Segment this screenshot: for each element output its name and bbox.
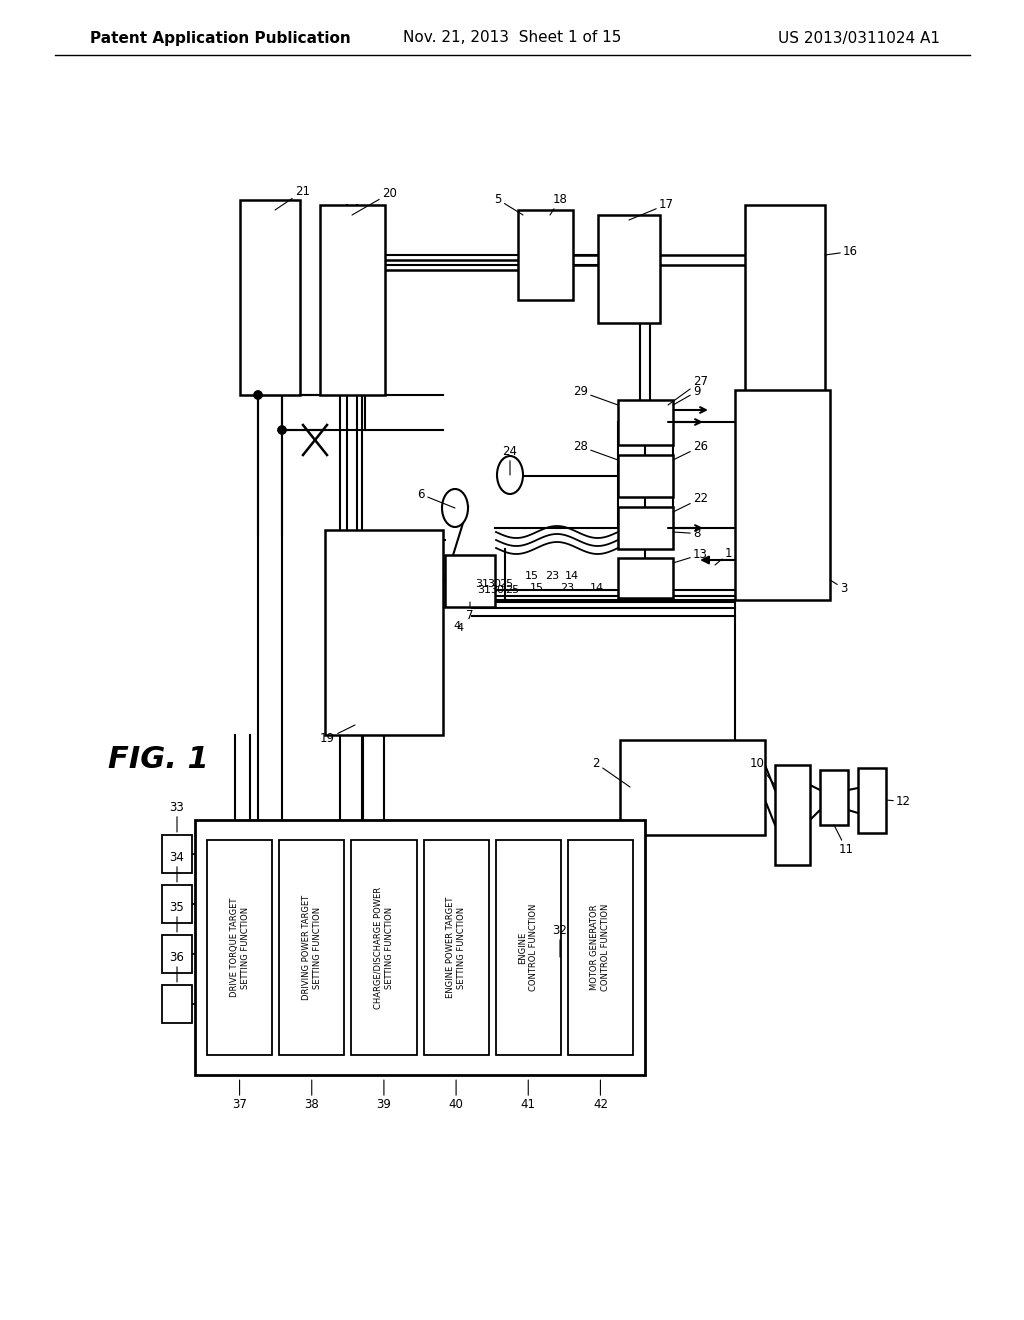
Text: 40: 40 [449,1080,464,1111]
Text: 16: 16 [825,246,858,257]
Polygon shape [240,201,300,395]
Text: CHARGE/DISCHARGE POWER
SETTING FUNCTION: CHARGE/DISCHARGE POWER SETTING FUNCTION [374,887,394,1008]
Text: 23: 23 [545,572,559,581]
Polygon shape [568,840,633,1055]
Text: 20: 20 [352,187,397,215]
Polygon shape [162,935,193,973]
Polygon shape [325,531,443,735]
Circle shape [278,426,286,434]
Polygon shape [775,766,810,865]
Polygon shape [618,455,673,498]
Text: 25: 25 [505,585,519,595]
Text: 3: 3 [830,579,848,595]
Polygon shape [518,210,573,300]
Text: 31: 31 [475,579,489,589]
Text: ENGINE POWER TARGET
SETTING FUNCTION: ENGINE POWER TARGET SETTING FUNCTION [446,896,466,998]
Text: 35: 35 [170,902,184,932]
Text: DRIVE TORQUE TARGET
SETTING FUNCTION: DRIVE TORQUE TARGET SETTING FUNCTION [229,898,250,997]
Polygon shape [445,554,495,607]
Text: 24: 24 [503,445,517,475]
Text: 36: 36 [170,950,184,982]
Text: 1: 1 [715,546,732,565]
Text: 39: 39 [377,1080,391,1111]
Text: 21: 21 [275,185,310,210]
Polygon shape [618,400,673,445]
Text: 2: 2 [593,756,630,787]
Ellipse shape [497,455,523,494]
Polygon shape [598,215,660,323]
Text: US 2013/0311024 A1: US 2013/0311024 A1 [778,30,940,45]
Text: 27: 27 [668,375,708,405]
Text: 12: 12 [886,795,911,808]
Polygon shape [162,884,193,923]
Text: 6: 6 [418,488,455,508]
Text: 15: 15 [530,583,544,593]
Text: 14: 14 [565,572,579,581]
Text: FIG. 1: FIG. 1 [108,746,209,775]
Circle shape [278,426,286,434]
Text: 4: 4 [454,620,461,631]
Text: 23: 23 [560,583,574,593]
Polygon shape [280,840,344,1055]
Text: 18: 18 [550,193,567,215]
Text: 25: 25 [499,579,513,589]
Text: 7: 7 [466,602,474,622]
Ellipse shape [442,488,468,527]
Text: Nov. 21, 2013  Sheet 1 of 15: Nov. 21, 2013 Sheet 1 of 15 [402,30,622,45]
Polygon shape [207,840,272,1055]
Circle shape [254,391,262,399]
Polygon shape [858,768,886,833]
Text: ENGINE
CONTROL FUNCTION: ENGINE CONTROL FUNCTION [518,904,539,991]
Polygon shape [351,840,417,1055]
Polygon shape [162,985,193,1023]
Text: 30: 30 [487,579,501,589]
Polygon shape [745,205,825,395]
Polygon shape [162,836,193,873]
Polygon shape [496,840,561,1055]
Text: 13: 13 [673,548,708,564]
Text: Patent Application Publication: Patent Application Publication [90,30,351,45]
Text: 41: 41 [521,1080,536,1111]
Text: MOTOR GENERATOR
CONTROL FUNCTION: MOTOR GENERATOR CONTROL FUNCTION [591,904,610,991]
Text: 37: 37 [232,1080,247,1111]
Text: 26: 26 [673,440,708,459]
Polygon shape [735,389,830,601]
Polygon shape [820,770,848,825]
Text: 38: 38 [304,1080,319,1111]
Text: 33: 33 [170,801,184,832]
Polygon shape [195,820,645,1074]
Text: 42: 42 [593,1080,608,1111]
Circle shape [254,391,262,399]
Text: 4: 4 [457,623,464,634]
Polygon shape [618,507,673,549]
Text: 9: 9 [673,385,700,405]
Text: 8: 8 [673,527,700,540]
Text: 30: 30 [490,585,504,595]
Text: 11: 11 [834,825,854,855]
Text: 22: 22 [673,492,708,512]
Text: 17: 17 [629,198,674,220]
Polygon shape [424,840,488,1055]
Polygon shape [319,205,385,395]
Text: 10: 10 [751,756,775,785]
Text: 14: 14 [590,583,604,593]
Text: 5: 5 [495,193,523,215]
Text: 31: 31 [477,585,490,595]
Polygon shape [618,558,673,598]
Text: 34: 34 [170,851,184,882]
Text: 28: 28 [573,440,618,459]
Text: 15: 15 [525,572,539,581]
Polygon shape [620,741,765,836]
Text: DRIVING POWER TARGET
SETTING FUNCTION: DRIVING POWER TARGET SETTING FUNCTION [302,895,322,1001]
Text: 29: 29 [573,385,618,405]
Text: 32: 32 [553,924,567,957]
Text: 19: 19 [319,725,355,744]
